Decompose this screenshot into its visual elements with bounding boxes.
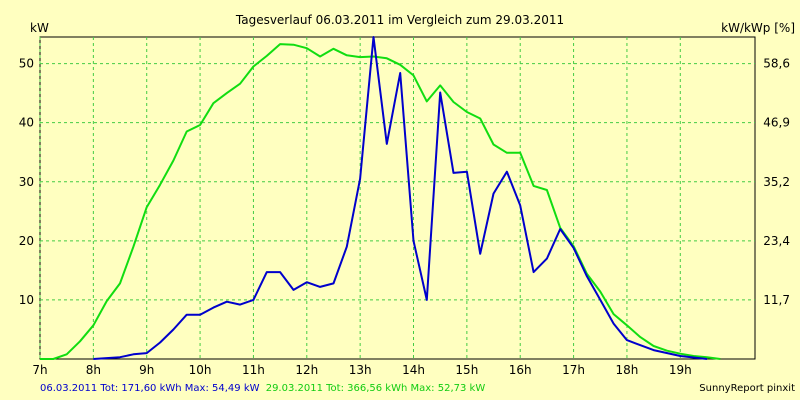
grid (39, 37, 755, 359)
footer-stats: 06.03.2011 Tot: 171,60 kWh Max: 54,49 kW… (40, 383, 485, 394)
x-tick-label: 7h (32, 363, 47, 377)
y-axis-right-label: kW/kWp [%] (721, 21, 795, 35)
footer-series1-stats: 06.03.2011 Tot: 171,60 kWh Max: 54,49 kW (40, 383, 260, 394)
x-tick-label: 9h (139, 363, 154, 377)
y-right-tick-label: 11,7 (763, 293, 790, 307)
y-right-tick-label: 46,9 (763, 116, 790, 130)
y-axis-left-label: kW (30, 21, 49, 35)
x-tick-label: 16h (509, 363, 532, 377)
chart-title: Tagesverlauf 06.03.2011 im Vergleich zum… (235, 13, 564, 27)
y-right-tick-label: 35,2 (763, 175, 790, 189)
x-tick-label: 18h (616, 363, 639, 377)
footer-series2-stats: 29.03.2011 Tot: 366,56 kWh Max: 52,73 kW (266, 383, 486, 394)
y-right-tick-label: 58,6 (763, 57, 790, 71)
footer-credit: SunnyReport pinxit (699, 383, 795, 394)
x-tick-label: 8h (86, 363, 101, 377)
x-tick-label: 19h (669, 363, 692, 377)
x-tick-label: 12h (295, 363, 318, 377)
x-tick-label: 10h (189, 363, 212, 377)
series-lines (40, 36, 721, 360)
y-left-tick-label: 50 (19, 57, 34, 71)
series-line-06.03.2011 (93, 36, 708, 360)
x-tick-label: 14h (402, 363, 425, 377)
series-line-29.03.2011 (40, 43, 721, 360)
ticks: 7h 8h 9h 10h 11h 12h 13h 14h 15h 16h 17h 18h 19h 10 11… (19, 57, 790, 377)
x-tick-label: 15h (455, 363, 478, 377)
plot-area-frame (39, 36, 756, 360)
x-tick-label: 13h (349, 363, 372, 377)
x-tick-label: 11h (242, 363, 265, 377)
x-tick-label: 17h (562, 363, 585, 377)
y-left-tick-label: 30 (19, 175, 34, 189)
y-left-tick-label: 10 (19, 293, 34, 307)
y-right-tick-label: 23,4 (763, 234, 790, 248)
y-left-tick-label: 20 (19, 234, 34, 248)
y-left-tick-label: 40 (19, 116, 34, 130)
